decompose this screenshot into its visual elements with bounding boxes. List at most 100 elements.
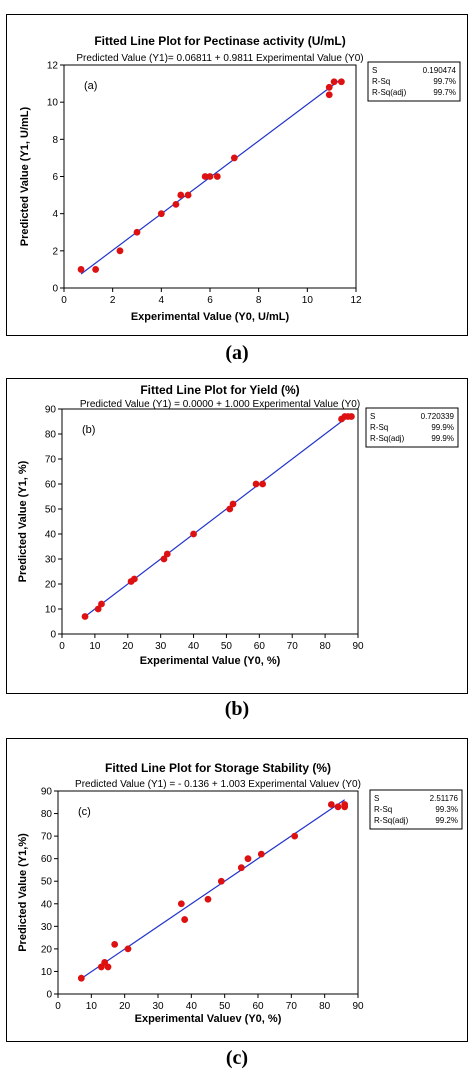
x-tick-label: 80 xyxy=(320,641,332,652)
x-tick-label: 0 xyxy=(61,295,67,306)
y-tick-label: 80 xyxy=(41,809,53,820)
y-tick-label: 20 xyxy=(41,944,53,955)
x-tick-label: 12 xyxy=(350,295,362,306)
data-point xyxy=(226,505,234,513)
chart-panel-c: Fitted Line Plot for Storage Stability (… xyxy=(6,738,468,1042)
y-axis-label: Predicted Value (Y1, %) xyxy=(17,460,29,582)
data-point xyxy=(92,266,100,273)
stats-value: 99.9% xyxy=(431,423,454,432)
x-tick-label: 20 xyxy=(122,641,134,652)
data-point xyxy=(124,945,132,953)
y-axis-label: Predicted Value (Y1,%) xyxy=(17,833,29,952)
chart-subtitle: Predicted Value (Y1) = - 0.136 + 1.003 E… xyxy=(75,779,361,790)
data-point xyxy=(244,855,252,863)
y-tick-label: 70 xyxy=(41,832,53,843)
y-tick-label: 50 xyxy=(45,505,57,516)
data-point xyxy=(104,963,112,971)
data-point xyxy=(325,83,333,91)
data-point xyxy=(116,247,124,255)
data-point xyxy=(217,877,225,885)
data-point xyxy=(130,575,138,583)
y-tick-label: 40 xyxy=(45,530,57,541)
x-axis-label: Experimental Value (Y0, %) xyxy=(140,655,281,667)
figure-caption-c: (c) xyxy=(225,1047,249,1069)
y-tick-label: 60 xyxy=(45,480,57,491)
chart-title: Fitted Line Plot for Pectinase activity … xyxy=(94,34,345,48)
data-point xyxy=(259,480,267,488)
data-point xyxy=(184,191,192,199)
x-tick-label: 10 xyxy=(86,1001,98,1012)
y-tick-label: 90 xyxy=(41,787,53,798)
x-tick-label: 6 xyxy=(207,295,213,306)
chart-subtitle: Predicted Value (Y1) = 0.0000 + 1.000 Ex… xyxy=(80,399,360,410)
chart-title: Fitted Line Plot for Storage Stability (… xyxy=(105,761,331,775)
y-tick-label: 10 xyxy=(47,98,59,109)
x-axis-label: Experimental Valuev (Y0, %) xyxy=(135,1013,282,1025)
x-tick-label: 0 xyxy=(55,1001,61,1012)
data-point xyxy=(172,200,180,208)
x-tick-label: 50 xyxy=(221,641,233,652)
y-tick-label: 0 xyxy=(50,630,56,641)
stats-value: 2.51176 xyxy=(430,794,459,803)
chart-svg-0: Fitted Line Plot for Pectinase activity … xyxy=(6,14,468,336)
stats-label: S xyxy=(372,66,377,75)
chart-panel-b: Fitted Line Plot for Yield (%) Predicted … xyxy=(6,378,468,694)
x-tick-label: 70 xyxy=(287,641,299,652)
x-tick-label: 60 xyxy=(254,641,266,652)
y-tick-label: 8 xyxy=(52,135,58,146)
stats-value: 99.7% xyxy=(433,77,456,86)
y-tick-label: 10 xyxy=(45,605,57,616)
panel-label: (a) xyxy=(84,80,97,92)
data-point xyxy=(327,801,335,808)
data-point xyxy=(94,605,102,613)
data-point xyxy=(206,173,214,180)
x-tick-label: 70 xyxy=(286,1001,298,1012)
y-tick-label: 90 xyxy=(45,405,57,416)
x-tick-label: 30 xyxy=(152,1001,164,1012)
y-axis-label: Predicted Value (Y1, U/mL) xyxy=(19,106,31,246)
chart-title: Fitted Line Plot for Yield (%) xyxy=(140,383,299,397)
stats-box xyxy=(369,789,463,830)
y-tick-label: 0 xyxy=(46,990,52,1001)
data-point xyxy=(237,864,245,872)
x-tick-label: 90 xyxy=(352,1001,364,1012)
stats-value: 99.2% xyxy=(435,816,458,825)
data-point xyxy=(257,850,265,858)
data-point xyxy=(213,173,221,180)
x-tick-label: 0 xyxy=(59,641,65,652)
data-point xyxy=(81,613,89,620)
chart-svg-2: Fitted Line Plot for Storage Stability (… xyxy=(6,738,468,1042)
x-tick-label: 90 xyxy=(352,641,364,652)
x-tick-label: 40 xyxy=(188,641,200,652)
chart-subtitle: Predicted Value (Y1)= 0.06811 + 0.9811 E… xyxy=(76,53,363,64)
stats-box xyxy=(367,61,461,102)
x-tick-label: 2 xyxy=(110,295,116,306)
chart-panel-a: Fitted Line Plot for Pectinase activity … xyxy=(6,14,468,336)
x-tick-label: 50 xyxy=(219,1001,231,1012)
y-tick-label: 2 xyxy=(52,246,58,257)
x-tick-label: 80 xyxy=(319,1001,331,1012)
y-tick-label: 50 xyxy=(41,877,53,888)
data-point xyxy=(204,895,212,903)
data-point xyxy=(133,228,141,236)
data-point xyxy=(348,413,355,420)
x-tick-label: 10 xyxy=(302,295,314,306)
stats-value: 0.720339 xyxy=(421,412,455,421)
stats-value: 99.3% xyxy=(435,805,458,814)
chart-svg-1: Fitted Line Plot for Yield (%) Predicted … xyxy=(6,378,468,694)
data-point xyxy=(98,600,105,608)
stats-label: R-Sq(adj) xyxy=(372,88,407,97)
data-point xyxy=(229,500,237,508)
x-tick-label: 60 xyxy=(252,1001,264,1012)
data-point xyxy=(338,78,345,86)
y-tick-label: 40 xyxy=(41,899,53,910)
data-point xyxy=(157,210,165,218)
data-point xyxy=(330,78,338,86)
stats-label: S xyxy=(370,412,375,421)
stats-label: R-Sq xyxy=(372,77,390,86)
y-tick-label: 60 xyxy=(41,854,53,865)
y-tick-label: 80 xyxy=(45,430,57,441)
data-point xyxy=(77,974,85,982)
data-point xyxy=(325,91,333,99)
x-tick-label: 20 xyxy=(119,1001,131,1012)
